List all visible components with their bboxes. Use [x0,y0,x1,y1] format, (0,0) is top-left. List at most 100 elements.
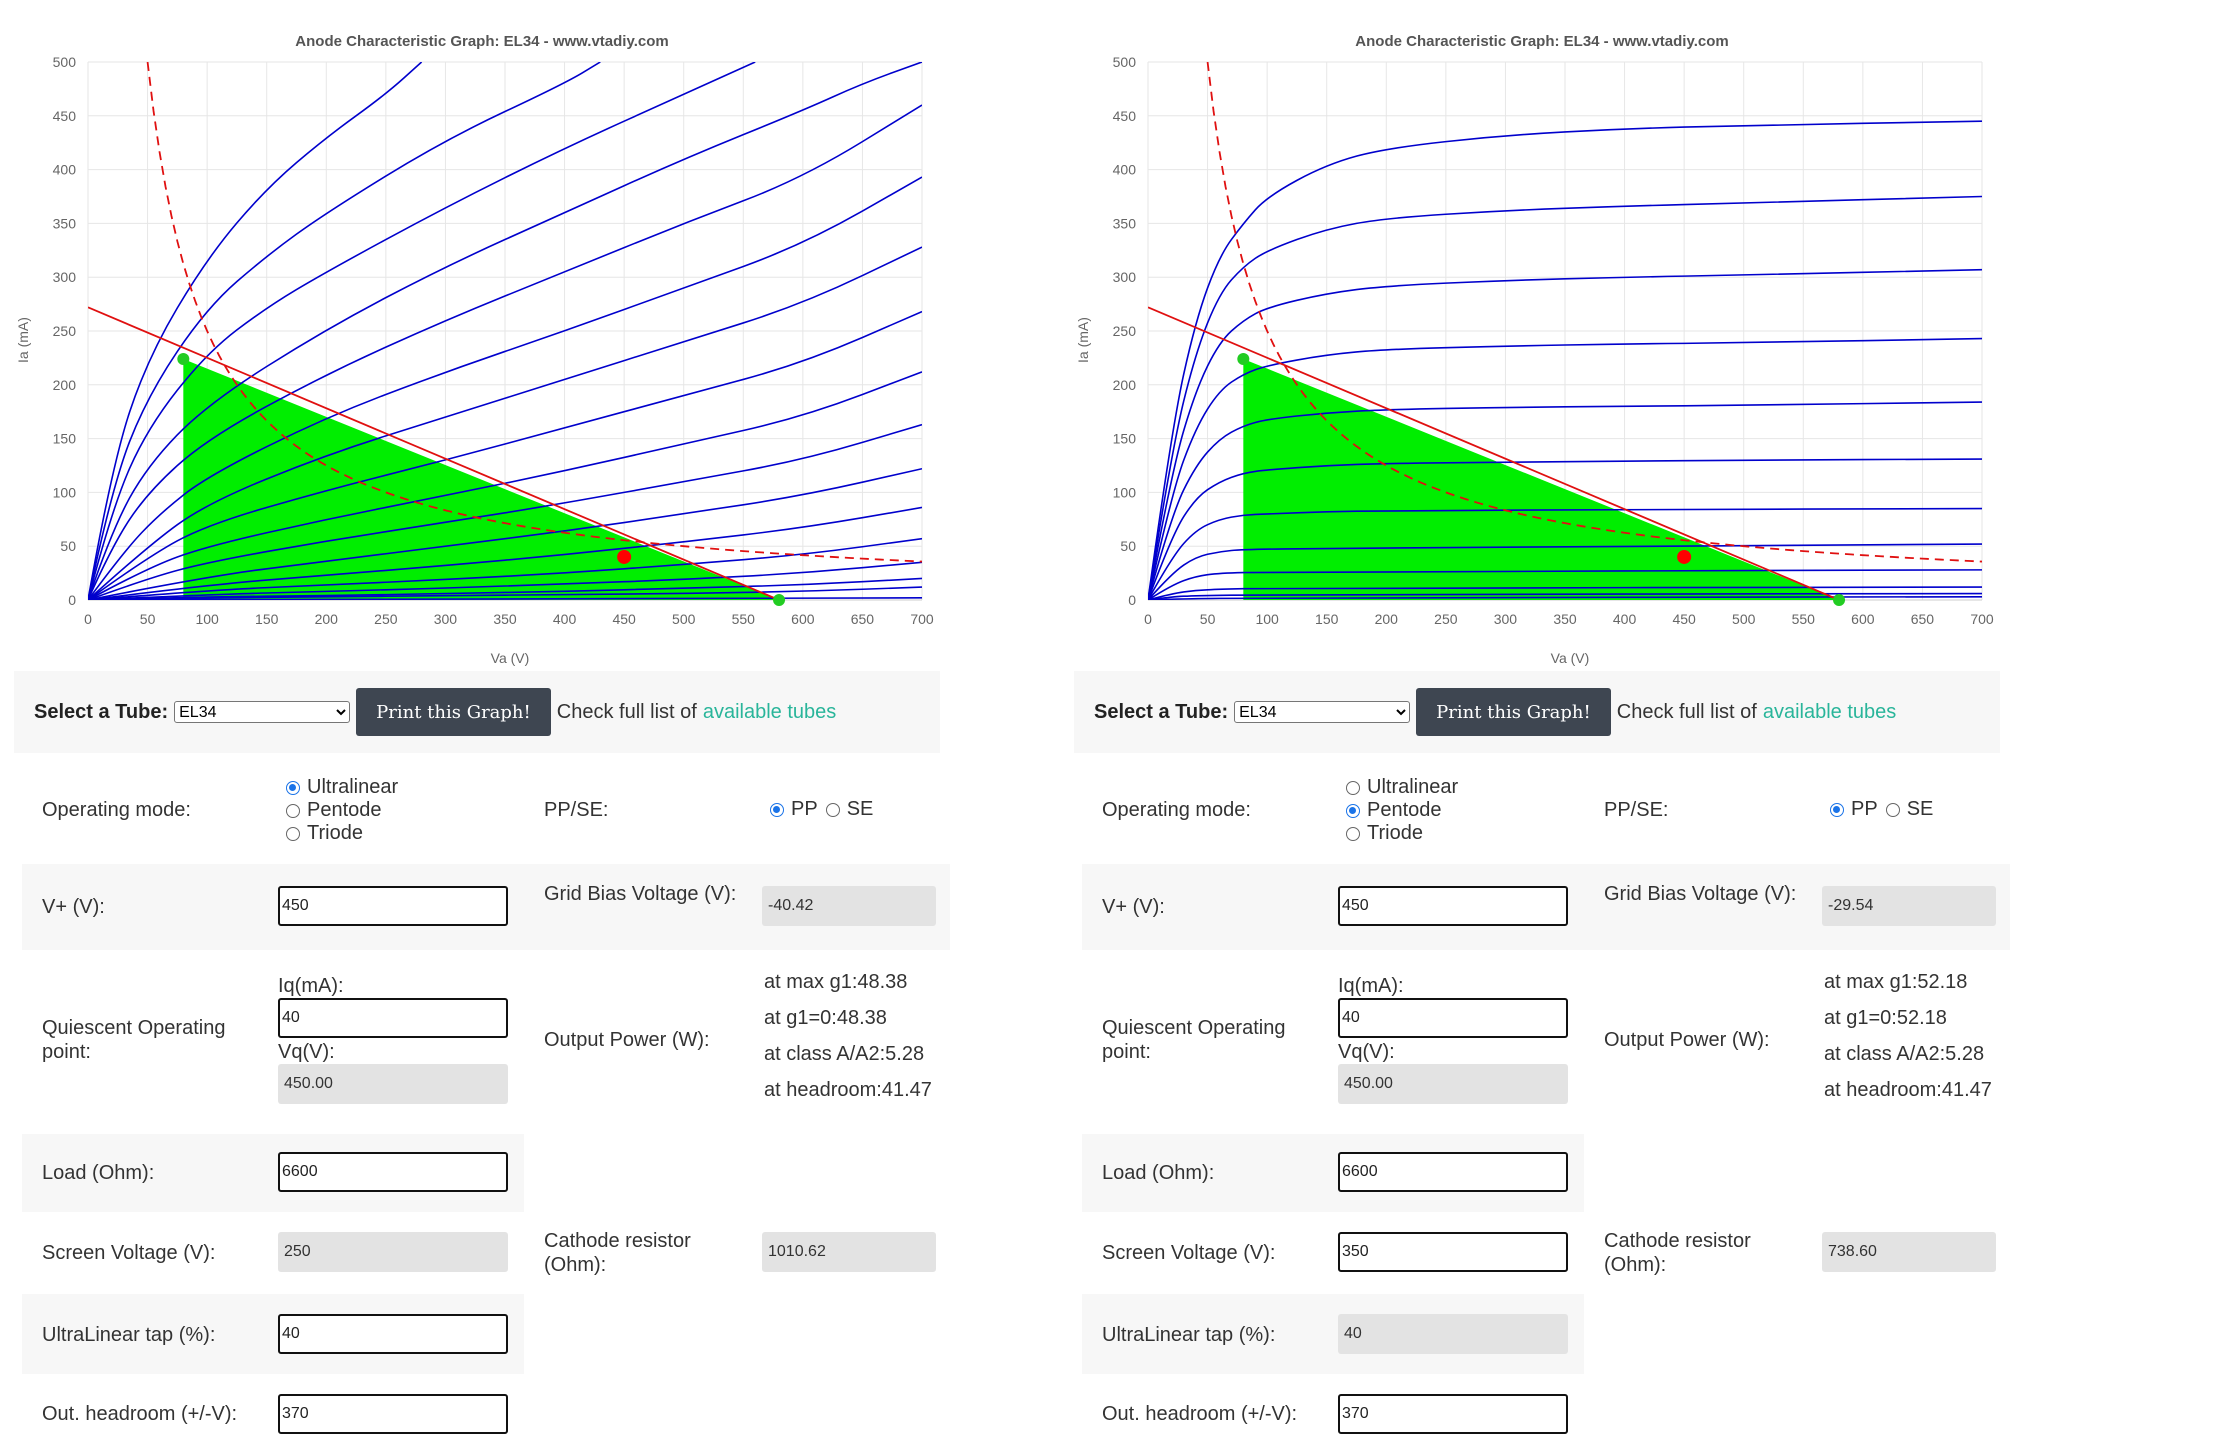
mode-pentode-option[interactable]: Pentode [286,799,398,822]
plate-curve [1148,120,1982,600]
headroom-input[interactable] [1338,1394,1568,1434]
mode-ultralinear-label: Ultralinear [1367,776,1459,798]
plate-curve [1148,268,1982,600]
power-g1-zero: at g1=0:52.18 [1824,1007,1947,1029]
mode-triode-option[interactable]: Triode [286,822,398,845]
vq-label: Vq(V): [1338,1041,1395,1063]
x-tick-label: 450 [1672,611,1696,627]
x-tick-label: 400 [1613,611,1637,627]
mode-pentode-radio[interactable] [286,803,300,818]
swing-area [1243,358,1840,600]
pp-option[interactable]: PP [1830,798,1878,821]
x-tick-label: 100 [195,611,219,627]
cathode-resistor-label: Cathode resistor (Ohm): [1604,1230,1751,1276]
tube-select[interactable]: EL34 [174,701,351,723]
se-radio[interactable] [825,802,840,817]
load-row: Load (Ohm): [1082,1134,2010,1212]
se-label: SE [846,798,874,820]
plate-curve [88,467,922,600]
y-tick-label: 450 [53,108,77,124]
y-tick-label: 150 [53,431,77,447]
plate-curve [88,537,922,600]
screen-voltage-input[interactable] [1338,1232,1568,1272]
x-tick-label: 600 [1851,611,1875,627]
headroom-row: Out. headroom (+/-V): [22,1374,950,1450]
mode-pentode-option[interactable]: Pentode [1346,799,1458,822]
mode-ultralinear-radio[interactable] [1346,780,1360,795]
print-graph-button[interactable]: Print this Graph! [356,688,551,736]
chart-title: Anode Characteristic Graph: EL34 - www.v… [1355,33,1728,50]
plate-curve [88,246,922,600]
grid-bias-label: Grid Bias Voltage (V): [1604,883,1797,905]
ul-tap-label: UltraLinear tap (%): [1102,1324,1276,1346]
iq-input[interactable] [278,998,508,1038]
power-headroom: at headroom:41.47 [1824,1079,1992,1101]
mode-ultralinear-radio[interactable] [286,780,300,795]
screen-cathode-row: Screen Voltage (V): Cathode resistor (Oh… [22,1212,950,1294]
operating-mode-radios: Ultralinear Pentode Triode [286,776,398,845]
mode-triode-radio[interactable] [286,826,300,841]
vplus-input[interactable] [1338,886,1568,926]
pp-radio[interactable] [770,802,784,817]
load-input[interactable] [1338,1152,1568,1192]
plate-curve [88,62,601,600]
available-tubes-link[interactable]: available tubes [1762,700,1897,723]
check-list-text: Check full list of [556,700,697,723]
ppse-radios: PP SE [770,798,873,821]
x-tick-label: 500 [672,611,696,627]
anode-characteristic-chart: Anode Characteristic Graph: EL34 - www.v… [1075,33,1994,666]
headroom-row: Out. headroom (+/-V): [1082,1374,2010,1450]
vplus-label: V+ (V): [42,896,105,918]
mode-triode-label: Triode [1367,822,1423,844]
se-option[interactable]: SE [825,798,874,821]
tube-select[interactable]: EL34 [1234,701,1411,723]
load-line [1148,306,1840,600]
mode-pentode-label: Pentode [1367,799,1442,821]
x-tick-label: 500 [1732,611,1756,627]
se-radio[interactable] [1885,802,1900,817]
ppse-radios: PP SE [1830,798,1933,821]
se-option[interactable]: SE [1885,798,1934,821]
plate-curve [88,176,922,600]
calculator-panel-left: Anode Characteristic Graph: EL34 - www.v… [0,0,1050,1446]
y-tick-label: 300 [53,269,77,285]
iq-input[interactable] [1338,998,1568,1038]
mode-pentode-label: Pentode [307,799,382,821]
pp-label: PP [791,798,818,820]
y-tick-label: 350 [53,215,77,231]
vplus-input[interactable] [278,886,508,926]
ul-tap-input[interactable] [278,1314,508,1354]
chart-title: Anode Characteristic Graph: EL34 - www.v… [295,33,668,50]
se-label: SE [1906,798,1934,820]
power-max-g1: at max g1:48.38 [764,971,908,993]
plate-curve [88,62,423,600]
mode-ultralinear-option[interactable]: Ultralinear [1346,776,1458,799]
pp-radio[interactable] [1830,802,1844,817]
available-tubes-link[interactable]: available tubes [702,700,837,723]
mode-triode-label: Triode [307,822,363,844]
vplus-row: V+ (V): Grid Bias Voltage (V): [1082,864,2010,950]
operating-mode-row: Operating mode: Ultralinear Pentode Trio… [1082,756,2010,864]
pp-option[interactable]: PP [770,798,818,821]
plate-curve [88,506,922,600]
headroom-input[interactable] [278,1394,508,1434]
print-graph-button[interactable]: Print this Graph! [1416,688,1611,736]
mode-triode-radio[interactable] [1346,826,1360,841]
operating-mode-row: Operating mode: Ultralinear Pentode Trio… [22,756,950,864]
mode-ultralinear-option[interactable]: Ultralinear [286,776,398,799]
y-tick-label: 250 [1113,323,1137,339]
headroom-label: Out. headroom (+/-V): [1102,1403,1298,1425]
load-label: Load (Ohm): [1102,1162,1215,1184]
y-axis-label: Ia (mA) [15,317,31,363]
mode-triode-option[interactable]: Triode [1346,822,1458,845]
quiescent-row: Quiescent Operating point: Iq(mA): Vq(V)… [1082,950,2010,1134]
y-tick-label: 50 [1120,538,1136,554]
mode-pentode-radio[interactable] [1346,803,1360,818]
operating-point [617,549,632,564]
x-tick-label: 400 [553,611,577,627]
x-axis-label: Va (V) [1551,650,1590,666]
y-tick-label: 350 [1113,215,1137,231]
load-input[interactable] [278,1152,508,1192]
y-tick-label: 450 [1113,108,1137,124]
power-max-g1: at max g1:52.18 [1824,971,1968,993]
